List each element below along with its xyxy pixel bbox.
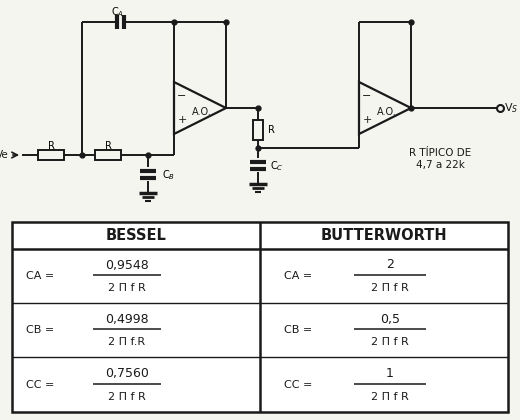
Bar — [12, 222, 508, 412]
Text: −: − — [177, 91, 187, 101]
Text: 2 Π f.R: 2 Π f.R — [109, 337, 146, 347]
Text: BUTTERWORTH: BUTTERWORTH — [321, 228, 447, 243]
Text: 2 Π f R: 2 Π f R — [371, 337, 409, 347]
Text: −: − — [362, 91, 372, 101]
Bar — [38, 150, 64, 160]
Text: CB =: CB = — [284, 325, 312, 335]
Text: V$_S$: V$_S$ — [504, 101, 518, 115]
Text: 0,4998: 0,4998 — [105, 312, 149, 326]
Text: 2 Π f R: 2 Π f R — [371, 283, 409, 293]
Text: 0,7560: 0,7560 — [105, 367, 149, 380]
Text: 2 Π f R: 2 Π f R — [371, 391, 409, 402]
Text: 1: 1 — [386, 367, 394, 380]
Polygon shape — [174, 82, 226, 134]
Text: CA =: CA = — [284, 271, 312, 281]
Text: BESSEL: BESSEL — [106, 228, 166, 243]
Text: CB =: CB = — [26, 325, 54, 335]
Text: 0,9548: 0,9548 — [105, 258, 149, 271]
Text: CC =: CC = — [283, 380, 312, 389]
Text: R: R — [47, 141, 55, 151]
Text: +: + — [177, 115, 187, 125]
Text: Ve: Ve — [0, 150, 9, 160]
Text: 2 Π f R: 2 Π f R — [108, 391, 146, 402]
Text: A.O.: A.O. — [192, 107, 212, 117]
Text: R: R — [105, 141, 111, 151]
Text: A.O.: A.O. — [377, 107, 397, 117]
Text: 2 Π f R: 2 Π f R — [108, 283, 146, 293]
Text: C$_C$: C$_C$ — [270, 159, 283, 173]
Text: 0,5: 0,5 — [380, 312, 400, 326]
Bar — [253, 120, 263, 140]
Text: CA =: CA = — [26, 271, 54, 281]
Text: 2: 2 — [386, 258, 394, 271]
Polygon shape — [359, 82, 411, 134]
Text: CC =: CC = — [25, 380, 54, 389]
Bar — [95, 150, 121, 160]
Text: C$_B$: C$_B$ — [162, 168, 175, 182]
Text: C$_A$: C$_A$ — [111, 5, 124, 19]
Text: R TÍPICO DE
4,7 a 22k: R TÍPICO DE 4,7 a 22k — [409, 148, 471, 170]
Text: +: + — [362, 115, 372, 125]
Text: R: R — [268, 125, 275, 135]
